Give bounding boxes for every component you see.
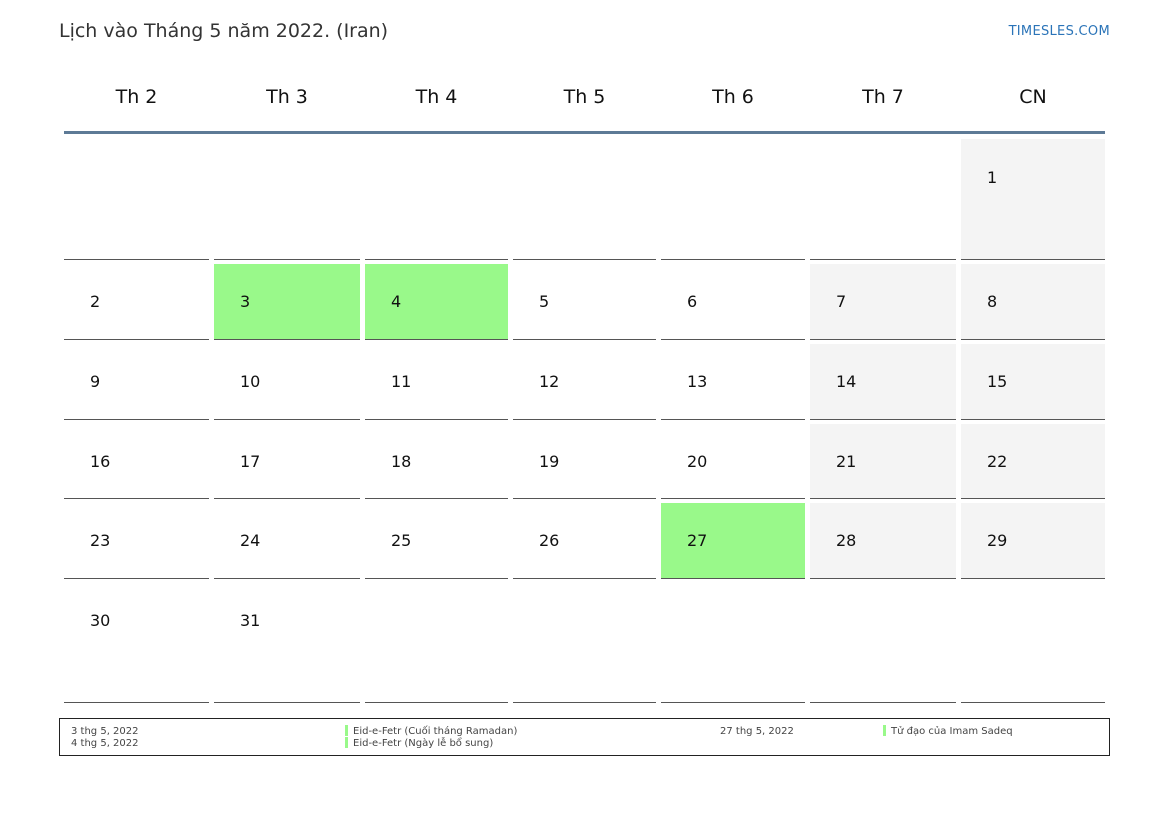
day-number: 28 — [836, 531, 857, 550]
weekday-label: CN — [1019, 86, 1047, 108]
holiday-marker — [345, 737, 348, 748]
day-cell: 10 — [214, 344, 360, 420]
day-number: 12 — [539, 372, 560, 391]
day-cell: 22 — [961, 424, 1105, 499]
weekday-label: Th 6 — [712, 86, 754, 108]
day-cell: 19 — [513, 424, 656, 499]
day-cell: 9 — [64, 344, 209, 420]
day-number: 29 — [987, 531, 1008, 550]
legend-date: 4 thg 5, 2022 — [71, 738, 139, 749]
day-cell: 17 — [214, 424, 360, 499]
day-cell: 29 — [961, 503, 1105, 579]
day-number: 30 — [90, 611, 111, 630]
day-number: 1 — [987, 168, 998, 187]
holiday-marker — [345, 725, 348, 736]
day-number: 31 — [240, 611, 261, 630]
day-cell: 12 — [513, 344, 656, 420]
calendar-title: Lịch vào Tháng 5 năm 2022. (Iran) — [59, 20, 389, 42]
day-number: 16 — [90, 452, 111, 471]
day-number: 8 — [987, 292, 998, 311]
day-number: 24 — [240, 531, 261, 550]
day-cell: 24 — [214, 503, 360, 579]
holiday-day-cell: 4 — [365, 264, 508, 340]
day-number: 2 — [90, 292, 101, 311]
day-number: 17 — [240, 452, 261, 471]
day-number: 6 — [687, 292, 698, 311]
day-number: 19 — [539, 452, 560, 471]
empty-day-cell — [661, 583, 805, 703]
day-number: 25 — [391, 531, 412, 550]
weekday-header: Th 2 Th 3 Th 4 Th 5 Th 6 Th 7 CN — [64, 86, 1105, 112]
day-number: 5 — [539, 292, 550, 311]
day-cell: 31 — [214, 583, 360, 703]
day-cell: 7 — [810, 264, 956, 340]
day-cell: 16 — [64, 424, 209, 499]
empty-day-cell — [365, 583, 508, 703]
day-number: 4 — [391, 292, 402, 311]
empty-day-cell — [513, 583, 656, 703]
day-cell: 25 — [365, 503, 508, 579]
day-cell: 18 — [365, 424, 508, 499]
day-cell: 14 — [810, 344, 956, 420]
weekday-label: Th 3 — [266, 86, 308, 108]
day-cell: 15 — [961, 344, 1105, 420]
day-cell: 21 — [810, 424, 956, 499]
empty-day-cell — [365, 139, 508, 260]
day-number: 11 — [391, 372, 412, 391]
day-number: 22 — [987, 452, 1008, 471]
day-number: 7 — [836, 292, 847, 311]
day-cell: 2 — [64, 264, 209, 340]
weekday-label: Th 7 — [862, 86, 904, 108]
day-cell: 11 — [365, 344, 508, 420]
day-number: 15 — [987, 372, 1008, 391]
day-cell: 5 — [513, 264, 656, 340]
empty-day-cell — [214, 139, 360, 260]
holiday-day-cell: 27 — [661, 503, 805, 579]
header-rule — [64, 131, 1105, 134]
day-number: 3 — [240, 292, 251, 311]
day-cell: 23 — [64, 503, 209, 579]
day-cell: 8 — [961, 264, 1105, 340]
legend-date: 27 thg 5, 2022 — [720, 726, 794, 737]
day-cell: 28 — [810, 503, 956, 579]
weekday-label: Th 4 — [415, 86, 458, 108]
holiday-marker — [883, 725, 886, 736]
day-number: 9 — [90, 372, 101, 391]
day-number: 27 — [687, 531, 708, 550]
day-number: 21 — [836, 452, 857, 471]
day-number: 23 — [90, 531, 111, 550]
day-number: 10 — [240, 372, 261, 391]
empty-day-cell — [810, 583, 956, 703]
day-number: 26 — [539, 531, 560, 550]
day-cell: 1 — [961, 139, 1105, 260]
weekday-label: Th 5 — [563, 86, 606, 108]
legend-holiday-name: Tử đạo của Imam Sadeq — [891, 726, 1013, 737]
empty-day-cell — [961, 583, 1105, 703]
day-cell: 6 — [661, 264, 805, 340]
weekday-label: Th 2 — [115, 86, 158, 108]
legend-holiday-name: Eid-e-Fetr (Ngày lễ bổ sung) — [353, 738, 494, 749]
day-cell: 30 — [64, 583, 209, 703]
legend-holiday-name: Eid-e-Fetr (Cuối tháng Ramadan) — [353, 726, 518, 737]
day-cell: 13 — [661, 344, 805, 420]
empty-day-cell — [661, 139, 805, 260]
empty-day-cell — [513, 139, 656, 260]
day-number: 20 — [687, 452, 708, 471]
empty-day-cell — [810, 139, 956, 260]
holiday-legend: 3 thg 5, 2022 Eid-e-Fetr (Cuối tháng Ram… — [59, 718, 1110, 756]
day-number: 18 — [391, 452, 412, 471]
day-cell: 26 — [513, 503, 656, 579]
legend-date: 3 thg 5, 2022 — [71, 726, 139, 737]
day-number: 14 — [836, 372, 857, 391]
day-cell: 20 — [661, 424, 805, 499]
empty-day-cell — [64, 139, 209, 260]
brand-link[interactable]: TIMESLES.COM — [1008, 24, 1110, 39]
day-number: 13 — [687, 372, 708, 391]
holiday-day-cell: 3 — [214, 264, 360, 340]
